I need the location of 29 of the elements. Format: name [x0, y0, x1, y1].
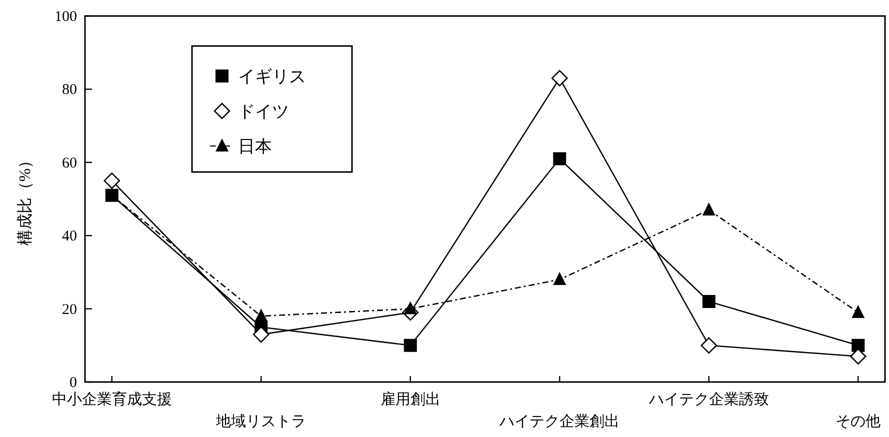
y-tick-label: 20: [62, 302, 77, 318]
x-tick-label: ハイテク企業創出: [498, 413, 620, 430]
y-tick-label: 40: [62, 228, 77, 245]
point: [702, 202, 716, 216]
legend-label: ドイツ: [238, 102, 289, 121]
y-tick-label: 0: [70, 375, 77, 391]
y-tick-label: 60: [62, 155, 77, 172]
legend-label: イギリス: [238, 67, 306, 86]
point: [104, 172, 120, 189]
point: [553, 152, 566, 166]
x-tick-label: その他: [836, 413, 881, 430]
point: [850, 348, 866, 365]
point: [700, 337, 718, 354]
point: [404, 338, 417, 352]
point: [553, 272, 566, 286]
point: [852, 304, 865, 318]
y-axis-title: 構成比（%）: [16, 152, 34, 246]
x-tick-label: 雇用創出: [380, 391, 440, 408]
point: [852, 338, 865, 352]
point: [254, 308, 268, 322]
legend-label: 日本: [238, 137, 272, 156]
point: [702, 294, 716, 308]
y-tick-label: 100: [54, 9, 77, 25]
y-tick-label: 80: [62, 82, 77, 98]
point: [252, 326, 270, 343]
x-tick-label: ハイテク企業誘致: [648, 391, 769, 408]
x-tick-label: 中小企業育成支援: [52, 391, 172, 408]
point: [551, 70, 568, 86]
x-tick-label: 地域リストラ: [215, 413, 306, 430]
